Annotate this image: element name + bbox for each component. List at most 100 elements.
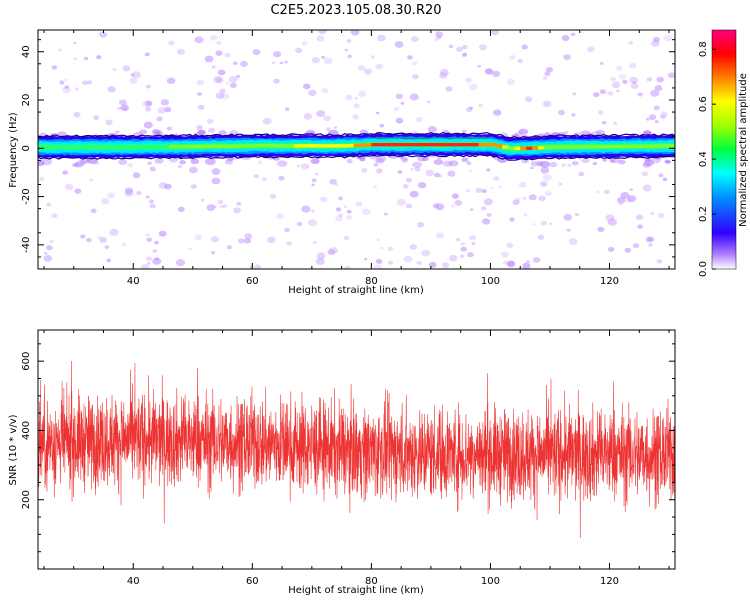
band-core-patch (597, 144, 605, 149)
spectrogram-speckle (469, 235, 476, 241)
spectrogram-speckle (518, 128, 529, 135)
band-core-patch (532, 146, 539, 150)
spectrogram-speckle (262, 177, 267, 181)
spectrogram-speckle (409, 190, 419, 198)
spectrogram-speckle (651, 40, 660, 47)
spectrogram-speckle (329, 178, 337, 185)
band-core-patch (395, 142, 402, 147)
spectrogram-speckle (493, 176, 500, 181)
spectrogram-speckle (267, 236, 276, 244)
spectrogram-speckle (612, 81, 621, 89)
band-core-patch (192, 144, 200, 149)
spectrogram-speckle (218, 130, 227, 136)
spectrogram-speckle (127, 162, 134, 168)
band-core-patch (288, 144, 295, 148)
spectrogram-speckle (568, 238, 578, 245)
spectrogram-speckle (375, 63, 384, 70)
band-core-patch (276, 144, 283, 148)
snr-y-label: SNR (10 * v/v) (8, 414, 19, 485)
spectrogram-speckle (346, 215, 353, 220)
spectrogram-speckle (628, 62, 637, 69)
band-core-patch (311, 144, 319, 148)
spectrogram-speckle (233, 207, 242, 214)
spectrogram-speckle (373, 264, 383, 269)
band-core-patch (210, 144, 218, 148)
band-core-patch (282, 144, 289, 148)
spectrogram-speckle (316, 252, 326, 260)
spectrogram-speckle (515, 197, 521, 202)
band-core-patch (639, 144, 646, 148)
spectrogram-frame (37, 29, 676, 270)
spectrogram-speckle (346, 158, 353, 164)
spectrogram-x-label: Height of straight line (km) (288, 285, 424, 296)
colorbar-tick-label: 0.4 (698, 151, 709, 167)
spectrogram-speckle (73, 111, 81, 118)
band-core-patch (401, 142, 408, 147)
snr-series-line (38, 360, 675, 539)
spectrogram-speckle (566, 228, 571, 232)
spectrogram-speckle (320, 55, 325, 59)
spectrogram-speckle (375, 111, 380, 115)
spectrogram-speckle (146, 256, 153, 262)
spectrogram-speckle (74, 188, 82, 194)
spectrogram-speckle (635, 214, 644, 220)
spectrogram-speckle (215, 92, 225, 99)
spectrogram-speckle (561, 163, 566, 167)
band-core-patch (466, 142, 474, 147)
spectrogram-speckle (73, 57, 77, 61)
band-core-patch (264, 144, 271, 148)
band-core-patch (347, 143, 355, 148)
spectrogram-speckle (632, 243, 640, 249)
spectrogram-speckle (407, 55, 413, 60)
spectrogram-speckle (121, 242, 127, 247)
spectrogram-speckle (532, 223, 536, 226)
spectrogram-speckle (532, 257, 541, 263)
spectrogram-speckle (370, 55, 375, 59)
spectrogram-speckle (257, 160, 263, 165)
spectrogram-speckle (500, 251, 509, 258)
spectrogram-speckle (211, 251, 216, 255)
snr-x-tick-label: 40 (127, 576, 140, 587)
spectrogram-speckle (616, 89, 620, 93)
colorbar-tick-label: 0.2 (698, 206, 709, 222)
spectrogram-speckle (570, 32, 576, 37)
spectrogram-speckle (657, 212, 665, 219)
spectrogram-speckle (490, 186, 494, 190)
spectrogram-speckle (149, 166, 156, 172)
band-core-patch (180, 144, 188, 149)
spectrogram-speckle (216, 40, 222, 45)
spectrogram-speckle (448, 254, 458, 262)
spectrogram-speckle (412, 161, 423, 168)
band-core-patch (204, 144, 212, 149)
spectrogram-speckle (361, 167, 368, 173)
spectrogram-speckle (311, 178, 317, 183)
spectrogram-speckle (90, 208, 97, 214)
spectrogram-speckle (139, 129, 148, 135)
spectrogram-speckle (548, 222, 553, 226)
spectrogram-speckle (151, 129, 161, 135)
spectrogram-speckle (663, 34, 673, 42)
spectrogram-speckle (211, 65, 216, 69)
spectrogram-x-tick-label: 40 (127, 276, 140, 287)
spectrogram-speckle (145, 100, 153, 107)
spectrogram-speckle (38, 160, 45, 167)
spectrogram-speckle (421, 249, 431, 257)
band-core-patch (371, 142, 378, 147)
spectrogram-speckle (571, 161, 579, 166)
spectrogram-speckle (82, 80, 88, 86)
spectrogram-speckle (427, 125, 437, 133)
spectrogram-speckle (477, 64, 482, 68)
spectrogram-speckle (373, 185, 377, 189)
band-core-patch (573, 145, 581, 149)
spectrogram-speckle (188, 166, 198, 174)
spectrogram-speckle (160, 99, 169, 106)
spectrogram-speckle (344, 48, 349, 52)
band-core-patch (472, 142, 480, 147)
band-core-patch (544, 145, 551, 150)
spectrogram-speckle (645, 158, 651, 163)
spectrogram-speckle (311, 57, 320, 64)
spectrogram-speckle (521, 44, 528, 50)
spectrogram-speckle (269, 194, 277, 199)
band-core-patch (198, 144, 206, 149)
spectrogram-speckle (355, 201, 363, 207)
